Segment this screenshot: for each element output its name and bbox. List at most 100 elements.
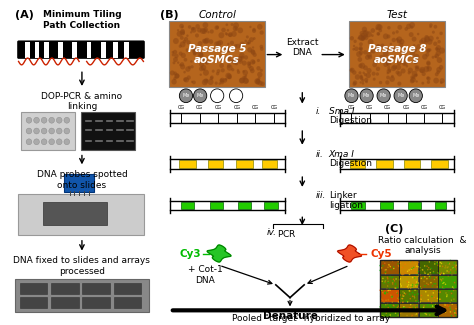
Circle shape (392, 31, 395, 35)
Circle shape (429, 312, 431, 314)
Circle shape (427, 80, 430, 84)
Circle shape (438, 273, 439, 274)
Circle shape (382, 315, 383, 317)
Circle shape (384, 269, 386, 271)
Circle shape (402, 57, 407, 61)
Circle shape (409, 22, 415, 28)
Circle shape (434, 263, 436, 265)
Circle shape (419, 301, 421, 303)
Circle shape (376, 44, 380, 48)
Circle shape (64, 117, 70, 123)
Circle shape (428, 304, 429, 306)
Circle shape (382, 278, 383, 279)
Circle shape (382, 280, 383, 282)
Circle shape (393, 266, 394, 268)
Text: (B): (B) (160, 10, 179, 20)
Circle shape (227, 73, 232, 79)
Circle shape (398, 43, 403, 48)
Circle shape (34, 139, 39, 145)
Circle shape (179, 64, 182, 66)
Circle shape (364, 73, 367, 76)
Circle shape (358, 71, 362, 74)
Text: Sma I: Sma I (329, 107, 354, 115)
Circle shape (391, 46, 396, 52)
Circle shape (440, 279, 441, 280)
Circle shape (401, 298, 403, 299)
Circle shape (387, 285, 388, 287)
Circle shape (434, 25, 438, 29)
Circle shape (380, 307, 382, 308)
Circle shape (173, 77, 176, 80)
Circle shape (174, 54, 179, 58)
Circle shape (257, 24, 263, 30)
Circle shape (424, 311, 425, 312)
Circle shape (364, 35, 368, 40)
Circle shape (237, 56, 243, 62)
Circle shape (379, 55, 385, 61)
Circle shape (450, 272, 451, 273)
Circle shape (429, 268, 431, 270)
Circle shape (191, 81, 193, 83)
Circle shape (253, 37, 255, 40)
Circle shape (391, 269, 392, 270)
Circle shape (417, 293, 419, 295)
Circle shape (410, 307, 411, 308)
Circle shape (437, 57, 442, 63)
Circle shape (383, 302, 385, 303)
Circle shape (444, 304, 446, 306)
Circle shape (384, 292, 385, 294)
Text: Me: Me (182, 93, 190, 98)
FancyBboxPatch shape (82, 283, 110, 294)
Circle shape (363, 72, 365, 74)
Circle shape (380, 310, 382, 311)
Circle shape (173, 50, 177, 54)
Circle shape (249, 37, 254, 42)
Bar (438, 289, 457, 303)
Circle shape (376, 72, 379, 76)
Circle shape (416, 305, 418, 306)
Circle shape (411, 315, 413, 316)
Circle shape (365, 72, 371, 78)
Circle shape (255, 79, 261, 85)
Circle shape (209, 39, 213, 44)
Circle shape (402, 60, 408, 66)
Circle shape (455, 266, 456, 267)
Circle shape (439, 274, 441, 276)
Circle shape (252, 60, 255, 64)
Circle shape (435, 289, 437, 291)
Bar (380, 303, 399, 317)
Circle shape (392, 280, 394, 282)
Circle shape (219, 32, 224, 38)
Circle shape (26, 117, 32, 123)
Circle shape (417, 33, 419, 35)
Circle shape (251, 50, 255, 55)
Circle shape (419, 289, 420, 290)
Circle shape (180, 41, 186, 47)
Text: iii.: iii. (316, 191, 326, 200)
Circle shape (220, 78, 225, 83)
Text: Passage 8
aoSMCs: Passage 8 aoSMCs (368, 44, 426, 65)
Circle shape (442, 308, 444, 309)
Circle shape (352, 70, 356, 75)
Circle shape (180, 64, 185, 70)
Circle shape (217, 69, 220, 73)
Circle shape (173, 61, 175, 64)
Circle shape (247, 40, 251, 44)
Bar (125, 42, 129, 58)
Circle shape (416, 313, 418, 315)
Circle shape (183, 77, 187, 82)
Circle shape (186, 34, 189, 37)
Circle shape (433, 42, 438, 46)
Circle shape (435, 47, 438, 51)
Circle shape (413, 295, 415, 297)
Circle shape (363, 30, 367, 34)
Circle shape (373, 59, 377, 63)
Circle shape (424, 271, 425, 273)
Circle shape (357, 37, 360, 39)
Circle shape (430, 282, 432, 283)
Circle shape (384, 280, 386, 282)
Circle shape (434, 54, 439, 58)
Circle shape (426, 266, 428, 267)
Circle shape (387, 72, 389, 74)
Circle shape (414, 308, 416, 309)
